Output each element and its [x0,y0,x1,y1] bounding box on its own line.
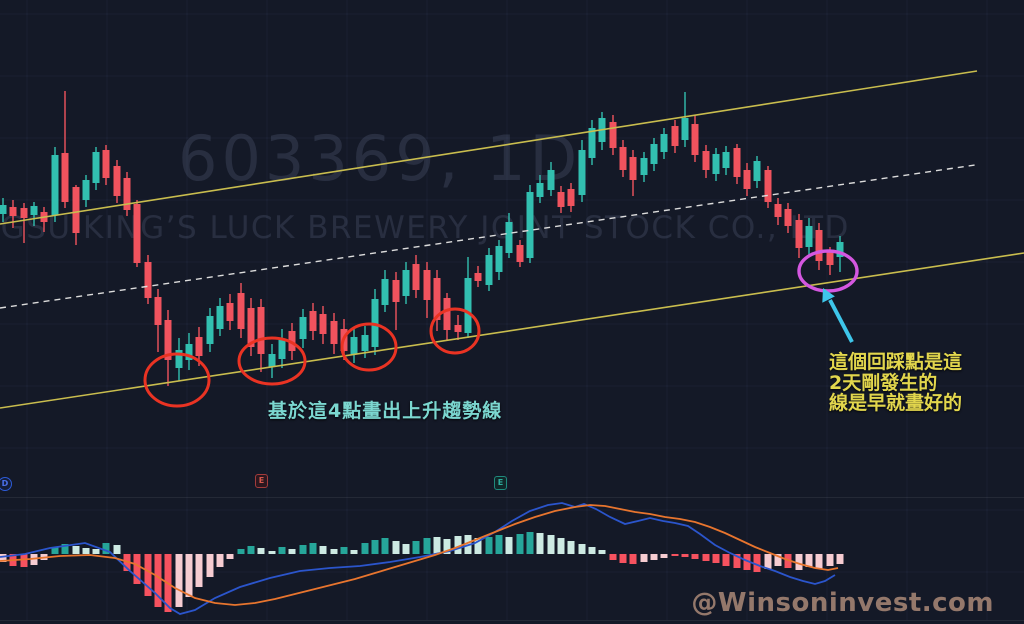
earnings-marker-icon[interactable]: E [255,474,268,488]
red-circle-touchpoint-3 [340,322,398,372]
purple-ellipse-pullback [797,249,859,293]
cyan-arrow-line [828,299,854,343]
watermark-company-name: JIANGSU KING’S LUCK BREWERY JOINT STOCK … [0,210,850,246]
trendline-upper [0,70,978,225]
pullback-note-line3: 線是早就畫好的 [829,392,963,414]
watermark-credit: @Winsoninvest.com [691,588,994,618]
red-circle-touchpoint-1 [143,352,211,408]
macd-line [0,502,836,615]
watermark-symbol-interval: 603369, 1D [178,122,582,195]
macd-signal-line [0,504,839,606]
candlestick-series [0,91,844,386]
red-circle-touchpoint-4 [429,307,481,355]
cyan-arrow-head [822,288,835,303]
dividend-marker-icon[interactable]: D [0,477,12,491]
trendline-annotation-text: 基於這4點畫出上升趨勢線 [268,400,503,422]
pullback-note-line2: 2天剛發生的 [829,371,938,394]
red-circle-touchpoint-2 [237,336,307,386]
macd-histogram [0,532,844,612]
trendline-middle-dashed [0,164,976,309]
drawing-annotations[interactable] [143,249,859,408]
earnings-marker-icon[interactable]: E [494,476,507,490]
pullback-annotation-text: 這個回踩點是這 2天剛發生的 線是早就畫好的 [829,352,962,414]
pullback-note-line1: 這個回踩點是這 [829,351,963,373]
